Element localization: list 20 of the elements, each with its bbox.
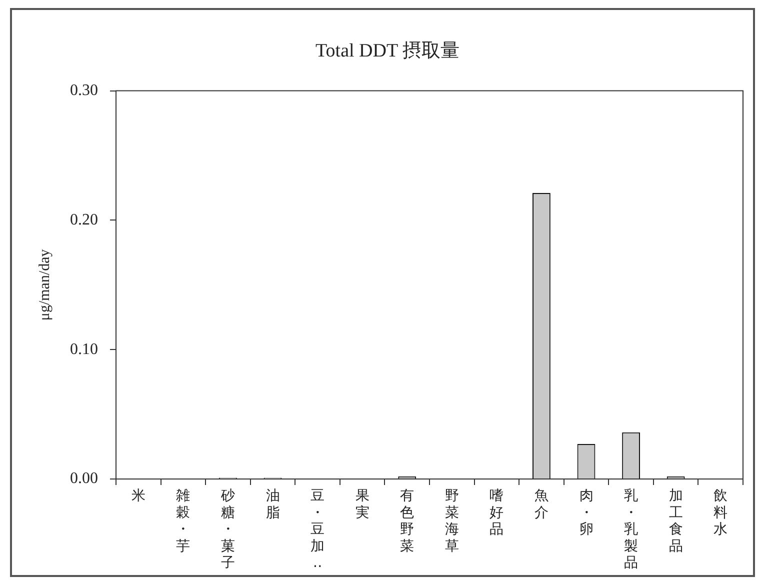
x-tick-label: 油脂 (266, 488, 280, 521)
y-tick-label: 0.10 (70, 340, 98, 358)
x-tick-label: 飲料水 (714, 488, 728, 538)
x-tick-label: 有色野菜 (400, 488, 414, 554)
x-tick-label: 雑穀・芋 (176, 488, 190, 554)
x-tick-label: 肉・卵 (579, 488, 594, 538)
chart-title: Total DDT 摂取量 (316, 40, 460, 62)
x-tick-label: 加工食品 (668, 488, 683, 554)
x-tick-label: 嗜好品 (490, 488, 504, 538)
y-tick-label: 0.30 (70, 82, 98, 100)
x-tick-label: 砂糖・菓子 (220, 488, 235, 572)
x-tick-label: 豆・豆加‥ (310, 488, 325, 572)
y-tick-label: 0.20 (70, 211, 98, 228)
x-tick-label: 魚介 (534, 488, 548, 521)
x-tick-label: 乳・乳製品 (624, 488, 638, 572)
y-tick-label: 0.00 (70, 470, 98, 488)
x-tick-label: 果実 (355, 488, 370, 521)
x-tick-label: 米 (131, 488, 146, 504)
x-tick-label: 野菜海草 (444, 488, 459, 554)
y-axis-title: μg/man/day (36, 248, 53, 321)
